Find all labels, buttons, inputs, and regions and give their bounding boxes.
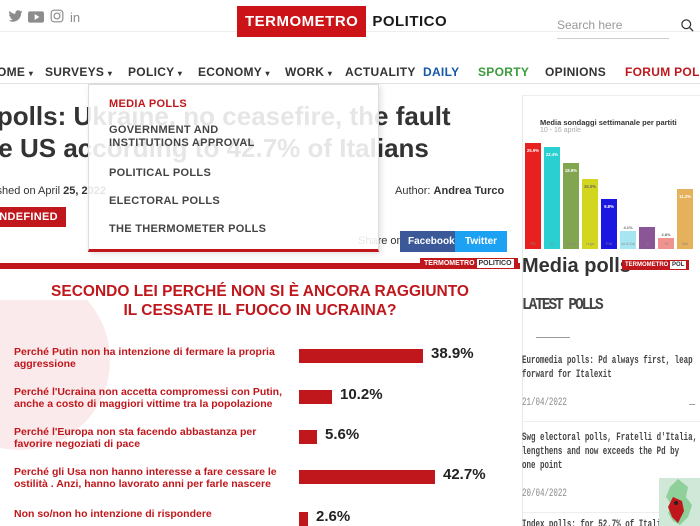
- svg-text:9.8%: 9.8%: [604, 204, 614, 209]
- svg-text:15.0%: 15.0%: [584, 184, 596, 189]
- svg-text:2.8%: 2.8%: [661, 232, 671, 237]
- svg-text:4.1%: 4.1%: [623, 225, 633, 230]
- svg-text:FI: FI: [550, 242, 553, 246]
- svg-text:18.8%: 18.8%: [565, 168, 577, 173]
- svg-text:+E: +E: [664, 242, 669, 246]
- svg-text:Altri: Altri: [682, 242, 688, 246]
- svg-text:Lega: Lega: [586, 242, 595, 246]
- svg-text:M5S: M5S: [567, 242, 575, 246]
- svg-text:PD: PD: [530, 242, 536, 246]
- svg-text:11.2%: 11.2%: [679, 194, 691, 199]
- svg-text:FdI: FdI: [606, 242, 612, 246]
- svg-text:Si: Si: [646, 242, 649, 246]
- svg-text:4.8%: 4.8%: [642, 221, 652, 226]
- svg-text:Az-IV-Cal: Az-IV-Cal: [621, 242, 635, 246]
- svg-text:22.4%: 22.4%: [546, 152, 558, 157]
- svg-text:25.9%: 25.9%: [527, 148, 539, 153]
